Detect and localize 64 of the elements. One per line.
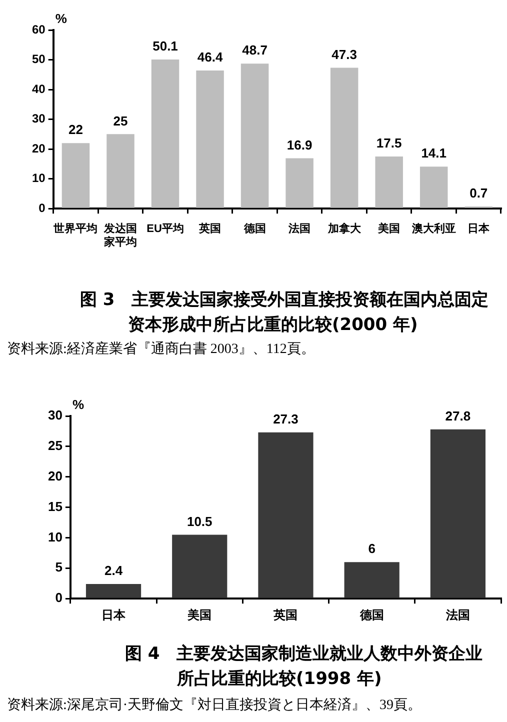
y-tick-label: 60 (32, 22, 46, 36)
bar (172, 534, 228, 598)
bar (62, 143, 90, 208)
x-tick-label: 德国 (242, 222, 266, 236)
x-tick-label: 加拿大 (326, 222, 362, 236)
bar (430, 429, 486, 598)
data-label: 25 (113, 113, 128, 128)
y-tick-label: 25 (48, 438, 62, 454)
data-label: 16.9 (286, 137, 312, 152)
y-tick-label: 5 (55, 560, 62, 575)
bar (375, 156, 403, 208)
y-tick-label: 15 (48, 498, 62, 514)
x-tick-label: 美国 (377, 222, 400, 236)
y-tick-label: 30 (32, 112, 46, 126)
data-label: 50.1 (152, 38, 178, 54)
y-tick-label: 10 (48, 529, 62, 544)
data-label: 14.1 (421, 146, 447, 161)
y-tick-label: 40 (32, 82, 46, 96)
bar (420, 166, 448, 208)
data-label: 17.5 (376, 136, 402, 151)
data-label: 48.7 (242, 42, 268, 58)
x-tick-label: 法国 (444, 608, 470, 622)
data-label: 2.4 (104, 563, 124, 578)
text: 图 3 主要发达国家接受外国直接投资额在国内总固定资本形成中所占比重的比较(2000 年) (80, 289, 490, 337)
y-tick-label: 30 (48, 408, 62, 423)
data-label: 6 (368, 541, 376, 556)
bar (286, 158, 314, 208)
y-tick-label: 10 (32, 171, 46, 186)
data-label: 22 (68, 122, 83, 138)
bar (86, 584, 142, 598)
text: 资料来源:深尾京司·天野倫文『対日直接投資と日本経済』、39頁。 (7, 696, 422, 714)
x-tick-label: 世界平均 (52, 222, 98, 236)
data-label: 46.4 (197, 50, 224, 65)
bar (196, 70, 224, 208)
x-tick-label: 发达国家平均 (102, 222, 137, 248)
text: 图 4 主要发达国家制造业就业人数中外资企业所占比重的比较(1998 年) (125, 643, 484, 691)
bar (151, 59, 180, 208)
x-tick-label: 英国 (272, 608, 298, 622)
y-axis-title: % (72, 397, 84, 412)
x-tick-label: EU平均 (146, 222, 184, 236)
x-tick-label: 法国 (288, 222, 311, 236)
y-tick-label: 0 (38, 200, 46, 215)
data-label: 47.3 (332, 46, 357, 62)
data-label: 10.5 (186, 514, 212, 529)
bar (344, 562, 400, 598)
bar (240, 64, 269, 208)
data-label: 27.3 (273, 412, 298, 427)
text: 资料来源:経済産業省『通商白書 2003』、112頁。 (7, 340, 315, 358)
x-tick-label: 澳大利亚 (410, 222, 456, 236)
data-label: 27.8 (445, 408, 471, 424)
y-tick-label: 20 (32, 141, 46, 156)
bar (106, 134, 134, 208)
y-tick-label: 50 (32, 52, 46, 66)
y-tick-label: 20 (48, 468, 62, 484)
bar (258, 432, 314, 598)
x-tick-label: 美国 (186, 608, 212, 622)
bar (330, 68, 358, 208)
x-tick-label: 英国 (198, 222, 222, 236)
data-label: 0.7 (470, 186, 488, 201)
x-tick-label: 日本 (102, 608, 127, 622)
y-tick-label: 0 (55, 590, 62, 606)
x-tick-label: 德国 (358, 608, 384, 622)
x-tick-label: 日本 (468, 222, 491, 236)
y-axis-title: % (55, 11, 68, 26)
